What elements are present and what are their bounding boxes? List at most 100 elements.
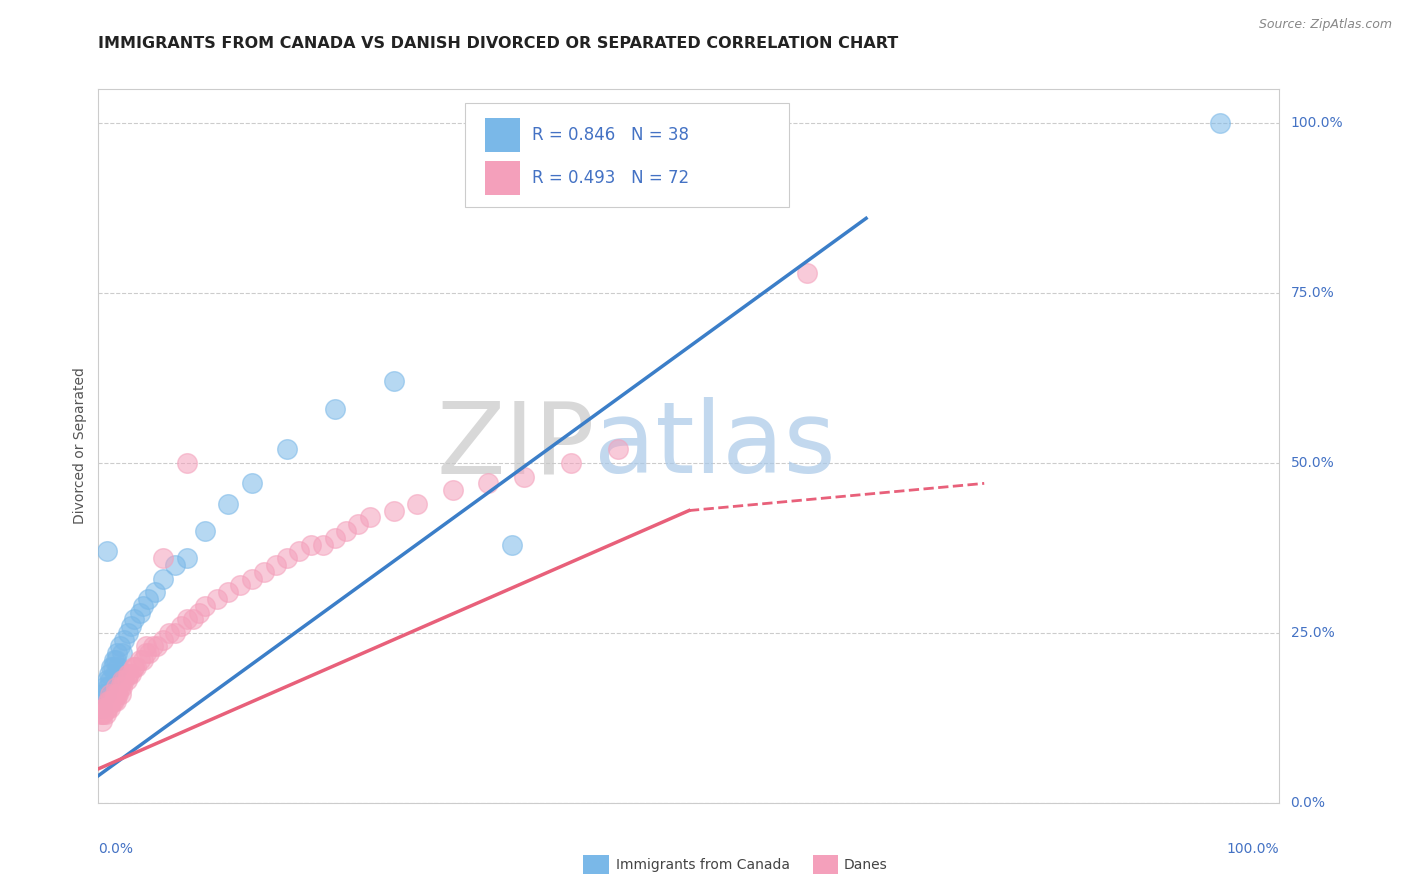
Text: 100.0%: 100.0%	[1291, 116, 1343, 130]
Point	[117, 666, 139, 681]
Point	[101, 660, 124, 674]
Point	[118, 666, 141, 681]
Point	[96, 544, 118, 558]
Point	[152, 632, 174, 647]
Point	[91, 714, 114, 729]
Point	[104, 687, 127, 701]
Point	[335, 524, 357, 538]
Point	[359, 510, 381, 524]
Point	[122, 612, 145, 626]
Bar	[485, 161, 520, 194]
Point	[288, 544, 311, 558]
Point	[107, 687, 129, 701]
Point	[512, 469, 534, 483]
Point	[796, 266, 818, 280]
Point	[108, 640, 131, 654]
Point	[382, 375, 405, 389]
Point	[323, 531, 346, 545]
Point	[100, 660, 122, 674]
Point	[91, 707, 114, 722]
Point	[406, 497, 429, 511]
Point	[135, 646, 157, 660]
Point	[217, 497, 239, 511]
Point	[132, 653, 155, 667]
Text: Immigrants from Canada: Immigrants from Canada	[616, 858, 790, 872]
Point	[96, 700, 118, 714]
Point	[181, 612, 204, 626]
Point	[187, 606, 209, 620]
Point	[98, 666, 121, 681]
Point	[157, 626, 180, 640]
Point	[165, 558, 187, 572]
Point	[138, 646, 160, 660]
Point	[122, 660, 145, 674]
Point	[98, 687, 121, 701]
Point	[112, 632, 135, 647]
Point	[122, 660, 145, 674]
Point	[152, 551, 174, 566]
Point	[477, 476, 499, 491]
Point	[105, 646, 128, 660]
Point	[128, 606, 150, 620]
Point	[103, 694, 125, 708]
Point	[264, 558, 287, 572]
Text: IMMIGRANTS FROM CANADA VS DANISH DIVORCED OR SEPARATED CORRELATION CHART: IMMIGRANTS FROM CANADA VS DANISH DIVORCE…	[98, 36, 898, 51]
Point	[560, 456, 582, 470]
Text: ZIP: ZIP	[436, 398, 595, 494]
Point	[97, 700, 120, 714]
Point	[103, 653, 125, 667]
Point	[299, 537, 322, 551]
Point	[276, 551, 298, 566]
Point	[111, 673, 134, 688]
Point	[93, 680, 115, 694]
Point	[176, 612, 198, 626]
Point	[170, 619, 193, 633]
Point	[105, 694, 128, 708]
Point	[98, 700, 121, 714]
Point	[107, 660, 129, 674]
Point	[97, 680, 120, 694]
Point	[94, 687, 117, 701]
FancyBboxPatch shape	[464, 103, 789, 207]
Text: Danes: Danes	[844, 858, 887, 872]
Bar	[485, 118, 520, 152]
Point	[90, 694, 112, 708]
Point	[111, 646, 134, 660]
Text: 50.0%: 50.0%	[1291, 456, 1334, 470]
Point	[323, 401, 346, 416]
Point	[441, 483, 464, 498]
Point	[347, 517, 370, 532]
Point	[240, 572, 263, 586]
Text: 0.0%: 0.0%	[1291, 796, 1326, 810]
Point	[240, 476, 263, 491]
Text: 25.0%: 25.0%	[1291, 626, 1334, 640]
Point	[91, 687, 114, 701]
Point	[105, 653, 128, 667]
Point	[100, 694, 122, 708]
Point	[105, 680, 128, 694]
Point	[121, 666, 143, 681]
Point	[176, 551, 198, 566]
Point	[98, 673, 121, 688]
Point	[111, 680, 134, 694]
Point	[97, 694, 120, 708]
Point	[93, 700, 115, 714]
Point	[194, 524, 217, 538]
Point	[152, 572, 174, 586]
Point	[136, 591, 159, 606]
Point	[108, 680, 131, 694]
Text: R = 0.493   N = 72: R = 0.493 N = 72	[531, 169, 689, 186]
Point	[101, 694, 124, 708]
Point	[115, 673, 138, 688]
Point	[98, 694, 121, 708]
Point	[142, 640, 165, 654]
Point	[501, 537, 523, 551]
Point	[128, 653, 150, 667]
Point	[146, 640, 169, 654]
Point	[94, 707, 117, 722]
Point	[165, 626, 187, 640]
Point	[90, 707, 112, 722]
Point	[217, 585, 239, 599]
Point	[253, 565, 276, 579]
Text: 100.0%: 100.0%	[1227, 842, 1279, 855]
